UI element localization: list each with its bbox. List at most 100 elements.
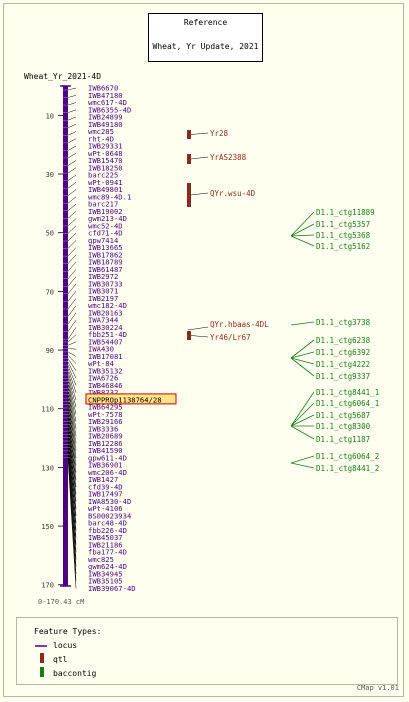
chromosome-bar[interactable] bbox=[63, 86, 68, 586]
marker-label[interactable]: IWB35132 bbox=[88, 366, 123, 375]
marker-label[interactable]: gpw7414 bbox=[88, 236, 118, 245]
marker-connector bbox=[67, 145, 77, 151]
marker-label[interactable]: IWB21186 bbox=[88, 540, 123, 549]
contig-label[interactable]: D1.1_ctg8300 bbox=[316, 422, 371, 431]
marker-label[interactable]: fbb226-4D bbox=[88, 526, 127, 535]
marker-label[interactable]: wmc285 bbox=[88, 127, 114, 136]
qtl-bar[interactable] bbox=[187, 154, 191, 164]
qtl-label[interactable]: Yr28 bbox=[210, 129, 229, 138]
marker-label[interactable]: wmc89-4D.1 bbox=[88, 192, 131, 201]
marker-label[interactable]: rht-4D bbox=[88, 134, 114, 143]
marker-label[interactable]: cfd71-4D bbox=[88, 229, 123, 238]
marker-label[interactable]: IWB2197 bbox=[88, 294, 118, 303]
marker-label[interactable]: IWB46846 bbox=[88, 381, 123, 390]
marker-label[interactable]: IWB64295 bbox=[88, 403, 123, 412]
marker-label[interactable]: barc48-4D bbox=[88, 519, 127, 528]
qtl-bar[interactable] bbox=[187, 130, 191, 139]
marker-label[interactable]: IWB47180 bbox=[88, 91, 123, 100]
marker-label[interactable]: IWA6726 bbox=[88, 374, 118, 383]
marker-label[interactable]: wPt-84 bbox=[88, 359, 114, 368]
marker-label[interactable]: IWB13665 bbox=[88, 243, 123, 252]
marker-label[interactable]: IWB17862 bbox=[88, 250, 123, 259]
marker-label[interactable]: IWB36901 bbox=[88, 461, 123, 470]
marker-label[interactable]: wPt-7578 bbox=[88, 410, 123, 419]
qtl-bar[interactable] bbox=[187, 183, 191, 207]
marker-label[interactable]: gwm624-4D bbox=[88, 562, 127, 571]
marker-label[interactable]: CNPPROp1138764/28 bbox=[88, 395, 162, 404]
marker-label[interactable]: wmc617-4D bbox=[88, 98, 127, 107]
marker-label[interactable]: IWB3336 bbox=[88, 424, 118, 433]
marker-label[interactable]: IWA7344 bbox=[88, 316, 118, 325]
contig-label[interactable]: D1.1_ctg6064_1 bbox=[316, 399, 379, 408]
marker-label[interactable]: IWA8530-4D bbox=[88, 497, 131, 506]
contig-label[interactable]: D1.1_ctg5368 bbox=[316, 231, 371, 240]
marker-label[interactable]: IWB3071 bbox=[88, 287, 118, 296]
marker-label[interactable]: IWB12286 bbox=[88, 439, 123, 448]
marker-label[interactable]: gpw611-4D bbox=[88, 453, 127, 462]
contig-label[interactable]: D1.1_ctg6238 bbox=[316, 336, 371, 345]
marker-label[interactable]: IWB54407 bbox=[88, 337, 123, 346]
marker-label[interactable]: IWB49180 bbox=[88, 120, 123, 129]
marker-label[interactable]: wPt-0941 bbox=[88, 178, 123, 187]
marker-label[interactable]: IWB35105 bbox=[88, 577, 123, 586]
marker-label[interactable]: IWB15470 bbox=[88, 156, 123, 165]
marker-label[interactable]: IWB29331 bbox=[88, 142, 123, 151]
marker-label[interactable]: wmc206-4D bbox=[88, 468, 127, 477]
marker-label[interactable]: IWB2972 bbox=[88, 272, 118, 281]
marker-label[interactable]: wmc182-4D bbox=[88, 301, 127, 310]
qtl-label[interactable]: Yr46/Lr67 bbox=[210, 333, 251, 342]
contig-label[interactable]: D1.1_ctg8441_2 bbox=[316, 464, 379, 473]
marker-label[interactable]: IWB17497 bbox=[88, 490, 123, 499]
marker-label[interactable]: wPt-0648 bbox=[88, 149, 123, 158]
marker-label[interactable]: IWB8232 bbox=[88, 388, 118, 397]
marker-label[interactable]: wmc825 bbox=[88, 555, 114, 564]
marker-label[interactable]: gwm213-4D bbox=[88, 214, 127, 223]
marker-connector bbox=[67, 167, 77, 174]
contig-label[interactable]: D1.1_ctg1187 bbox=[316, 435, 370, 444]
qtl-bar[interactable] bbox=[187, 331, 191, 340]
qtl-label[interactable]: QYr.wsu-4D bbox=[210, 189, 256, 198]
marker-label[interactable]: IWB34945 bbox=[88, 569, 123, 578]
marker-label[interactable]: BS00023934 bbox=[88, 511, 131, 520]
marker-label[interactable]: IWB39067-4D bbox=[88, 584, 136, 593]
marker-label[interactable]: IWB45037 bbox=[88, 533, 123, 542]
marker-label[interactable]: barc225 bbox=[88, 171, 118, 180]
marker-label[interactable]: IWA430 bbox=[88, 345, 114, 354]
contig-label[interactable]: D1.1_ctg4222 bbox=[316, 360, 370, 369]
marker-label[interactable]: IWB6355-4D bbox=[88, 105, 131, 114]
legend-baccontig-label: baccontig bbox=[53, 669, 97, 678]
contig-label[interactable]: D1.1_ctg6064_2 bbox=[316, 452, 379, 461]
marker-label[interactable]: IWB6670 bbox=[88, 84, 118, 93]
marker-label[interactable]: wmc52-4D bbox=[88, 221, 123, 230]
marker-label[interactable]: IWB1427 bbox=[88, 475, 118, 484]
map-title[interactable]: Wheat_Yr_2021-4D bbox=[24, 72, 101, 81]
marker-label[interactable]: IWB29166 bbox=[88, 417, 123, 426]
marker-label[interactable]: IWB24899 bbox=[88, 113, 123, 122]
contig-label[interactable]: D1.1_ctg3738 bbox=[316, 318, 371, 327]
marker-label[interactable]: fbb251-4D bbox=[88, 330, 127, 339]
marker-label[interactable]: IWB19002 bbox=[88, 207, 123, 216]
contig-label[interactable]: D1.1_ctg9337 bbox=[316, 372, 370, 381]
contig-label[interactable]: D1.1_ctg11889 bbox=[316, 208, 375, 217]
marker-label[interactable]: IWB20163 bbox=[88, 308, 123, 317]
qtl-label[interactable]: QYr.hbaas-4DL bbox=[210, 320, 269, 329]
contig-label[interactable]: D1.1_ctg8441_1 bbox=[316, 388, 379, 397]
marker-label[interactable]: IWB18789 bbox=[88, 258, 123, 267]
contig-label[interactable]: D1.1_ctg6392 bbox=[316, 348, 370, 357]
marker-label[interactable]: barc217 bbox=[88, 200, 118, 209]
contig-label[interactable]: D1.1_ctg5162 bbox=[316, 242, 370, 251]
marker-label[interactable]: IWB41590 bbox=[88, 446, 123, 455]
marker-label[interactable]: IWB49801 bbox=[88, 185, 123, 194]
marker-label[interactable]: IWB18250 bbox=[88, 163, 123, 172]
marker-label[interactable]: fba177-4D bbox=[88, 548, 127, 557]
marker-label[interactable]: IWB30733 bbox=[88, 279, 123, 288]
marker-label[interactable]: IWB20689 bbox=[88, 432, 123, 441]
marker-label[interactable]: IWB30224 bbox=[88, 323, 123, 332]
contig-label[interactable]: D1.1_ctg5357 bbox=[316, 220, 370, 229]
marker-label[interactable]: IWB61487 bbox=[88, 265, 123, 274]
marker-label[interactable]: IWB17081 bbox=[88, 352, 123, 361]
qtl-label[interactable]: YrAS2388 bbox=[210, 153, 247, 162]
marker-label[interactable]: cfd39-4D bbox=[88, 482, 123, 491]
marker-label[interactable]: wPt-4106 bbox=[88, 504, 123, 513]
contig-label[interactable]: D1.1_ctg5687 bbox=[316, 411, 370, 420]
